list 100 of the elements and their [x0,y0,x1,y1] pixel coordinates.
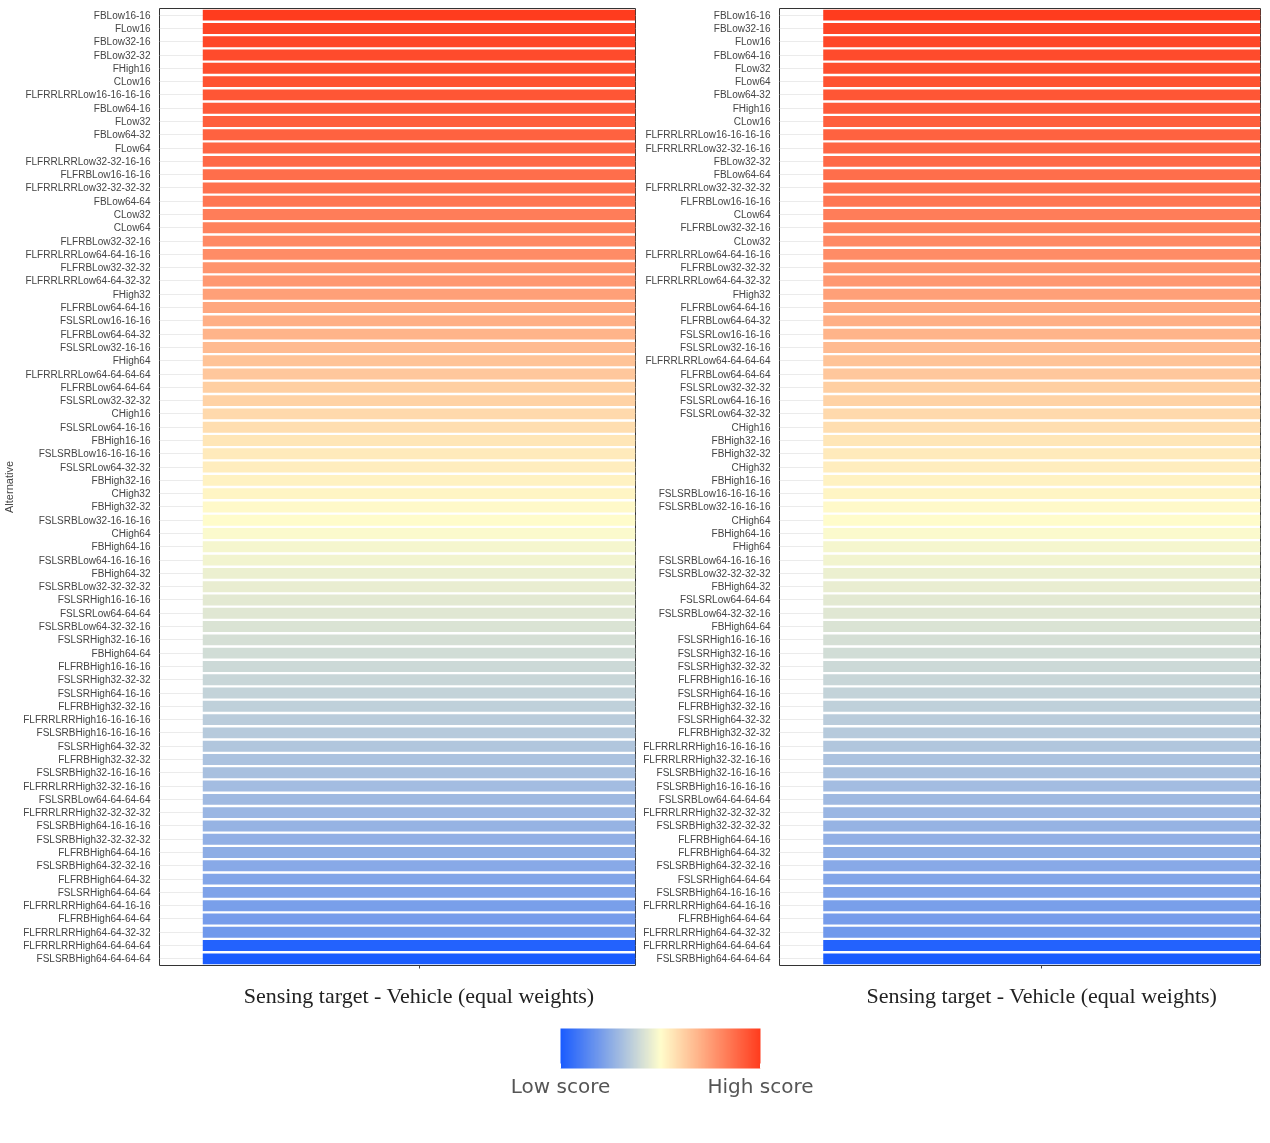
y2-tick-label: FSLSRBHigh64-16-16-16 [656,886,771,898]
y2-tick-label: FLFRBLow64-64-64 [680,368,771,380]
y2-tick-label: FHigh32 [732,288,771,300]
y2-tick-label: FSLSRLow64-16-16 [679,395,771,407]
x-tick-label: Sensing target - Vehicle (equal weights) [866,982,1217,1008]
y2-tick-label: FLFRRLRRHigh64-64-64-64 [643,940,771,952]
y-tick-label: FLow16 [114,22,151,34]
y2-tick-label: FSLSRBLow32-32-32-32 [658,567,771,579]
y2-tick-label: FLFRBLow16-16-16 [680,195,771,207]
y2-tick-label: FLFRBLow64-64-32 [680,315,771,327]
y2-tick-label: FBLow32-32 [713,155,771,167]
y2-tick-label: FSLSRBHigh64-64-64-64 [656,953,771,965]
y-tick-label: FSLSRHigh64-16-16 [57,687,151,699]
x-tick-label: Sensing target - Vehicle (equal weights) [243,982,595,1008]
y2-tick-label: FBHigh64-16 [711,528,771,540]
y-tick-label: FLFRBLow64-64-16 [60,302,151,314]
y2-tick-label: FSLSRHigh64-64-64 [677,873,771,885]
y2-tick-label: FBLow64-32 [713,89,771,101]
y-tick-label: FSLSRBHigh16-16-16-16 [36,727,151,739]
y2-tick-label: FSLSRBLow16-16-16-16 [658,488,771,500]
y-tick-label: FLFRRLRRHigh64-64-32-32 [23,926,151,938]
y-tick-label: FSLSRBLow64-64-64-64 [38,793,151,805]
y2-tick-label: FLFRBLow32-32-16 [680,222,771,234]
y2-tick-label: FLFRRLRRLow16-16-16-16 [645,129,771,141]
y-tick-label: FBLow32-32 [93,49,151,61]
y2-tick-label: FLFRRLRRHigh16-16-16-16 [643,740,771,752]
y-axis-title: Alternative [3,461,16,513]
y2-tick-label: FSLSRLow64-64-64 [679,594,771,606]
y-tick-label: FBLow16-16 [93,9,151,21]
y2-tick-label: FLFRBLow64-64-16 [680,302,771,314]
y-tick-label: FLFRBHigh32-32-16 [58,700,151,712]
y2-tick-label: FBLow16-16 [713,9,771,21]
y-tick-label: FBHigh16-16 [91,434,151,446]
y-tick-label: FLFRBHigh64-64-16 [58,847,151,859]
y-tick-label: FHigh64 [112,355,151,367]
y-tick-label: FHigh32 [112,288,151,300]
y-tick-label: FSLSRLow32-16-16 [59,341,151,353]
y2-tick-label: FBHigh32-16 [711,434,771,446]
y-tick-label: CHigh32 [111,488,151,500]
y-tick-label: CHigh16 [111,408,151,420]
y-tick-label: CLow16 [113,76,151,88]
y2-tick-label: FLFRBHigh64-64-32 [678,847,771,859]
y2-tick-label: FHigh16 [732,102,771,114]
y-tick-label: FBHigh32-16 [91,474,151,486]
y-tick-label: FLFRBHigh64-64-32 [58,873,151,885]
y-tick-label: FLFRBLow32-32-32 [60,262,151,274]
y-tick-label: FBHigh64-32 [91,567,151,579]
y-tick-label: FSLSRHigh64-64-64 [57,886,151,898]
y-tick-label: FSLSRBLow64-16-16-16 [38,554,151,566]
y-tick-label: FLFRRLRRLow64-64-32-32 [25,275,151,287]
y2-tick-label: FSLSRHigh32-16-16 [677,647,771,659]
y2-tick-label: FLFRRLRRLow64-64-32-32 [645,275,771,287]
y-tick-label: FHigh16 [112,62,151,74]
y2-tick-label: CLow64 [733,209,771,221]
y-tick-label: FSLSRBLow32-16-16-16 [38,514,151,526]
y-tick-label: FSLSRHigh32-32-32 [57,674,151,686]
y-tick-label: FLFRRLRRLow64-64-16-16 [25,248,151,260]
y-tick-label: FLFRBLow32-32-16 [60,235,151,247]
y-tick-label: FBHigh64-64 [91,647,151,659]
y2-tick-label: FLFRBHigh64-64-64 [678,913,771,925]
y-tick-label: FSLSRHigh32-16-16 [57,634,151,646]
y-tick-label: FBLow64-32 [93,129,151,141]
y-tick-label: FLFRRLRRHigh32-32-32-32 [23,807,151,819]
y2-tick-label: FBHigh64-32 [711,581,771,593]
y2-tick-label: FSLSRBLow32-16-16-16 [658,501,771,513]
y-tick-label: FLFRBLow16-16-16 [60,169,151,181]
y2-tick-label: FSLSRBLow64-64-64-64 [658,793,771,805]
y2-tick-label: FSLSRHigh64-16-16 [677,687,771,699]
color-bar-label: Low score [510,1073,611,1098]
y2-tick-label: FBLow64-64 [713,169,771,181]
y2-tick-label: FLow16 [734,36,771,48]
y-tick-label: FSLSRLow64-64-64 [59,607,151,619]
y2-tick-label: CHigh32 [731,461,771,473]
y-tick-label: FSLSRLow64-32-32 [59,461,151,473]
y2-tick-label: FBHigh32-32 [711,448,771,460]
y-tick-label: FLFRBLow64-64-32 [60,328,151,340]
y2-tick-label: FLFRRLRRHigh64-64-16-16 [643,900,771,912]
y2-tick-label: FLow64 [734,76,771,88]
y2-tick-label: FLFRBHigh64-64-16 [678,833,771,845]
y-tick-label: FSLSRBHigh64-32-32-16 [36,860,151,872]
y-tick-label: CLow64 [113,222,151,234]
y-tick-label: FLow32 [114,115,151,127]
color-bar-label: High score [707,1073,814,1098]
y2-tick-label: FBLow32-16 [713,22,771,34]
y-tick-label: FLFRRLRRLow64-64-64-64 [25,368,151,380]
y2-tick-label: FSLSRHigh64-32-32 [677,714,771,726]
y-tick-label: FLFRRLRRHigh32-32-16-16 [23,780,151,792]
y-tick-label: FSLSRBHigh64-64-64-64 [36,953,151,965]
y-tick-label: FLFRRLRRHigh64-64-16-16 [23,900,151,912]
y-tick-label: FBHigh64-16 [91,541,151,553]
y-tick-label: FBLow64-16 [93,102,151,114]
y-tick-label: FSLSRHigh64-32-32 [57,740,151,752]
y-tick-label: FSLSRHigh16-16-16 [57,594,151,606]
y2-tick-label: FSLSRBLow64-16-16-16 [658,554,771,566]
y-tick-label: FLFRRLRRLow32-32-32-32 [25,182,151,194]
y2-tick-label: FSLSRHigh16-16-16 [677,634,771,646]
y-tick-label: FLFRBHigh64-64-64 [58,913,151,925]
y2-tick-label: FLFRBHigh32-32-32 [678,727,771,739]
y-tick-label: FBLow32-16 [93,36,151,48]
y-tick-label: FSLSRBHigh32-16-16-16 [36,767,151,779]
